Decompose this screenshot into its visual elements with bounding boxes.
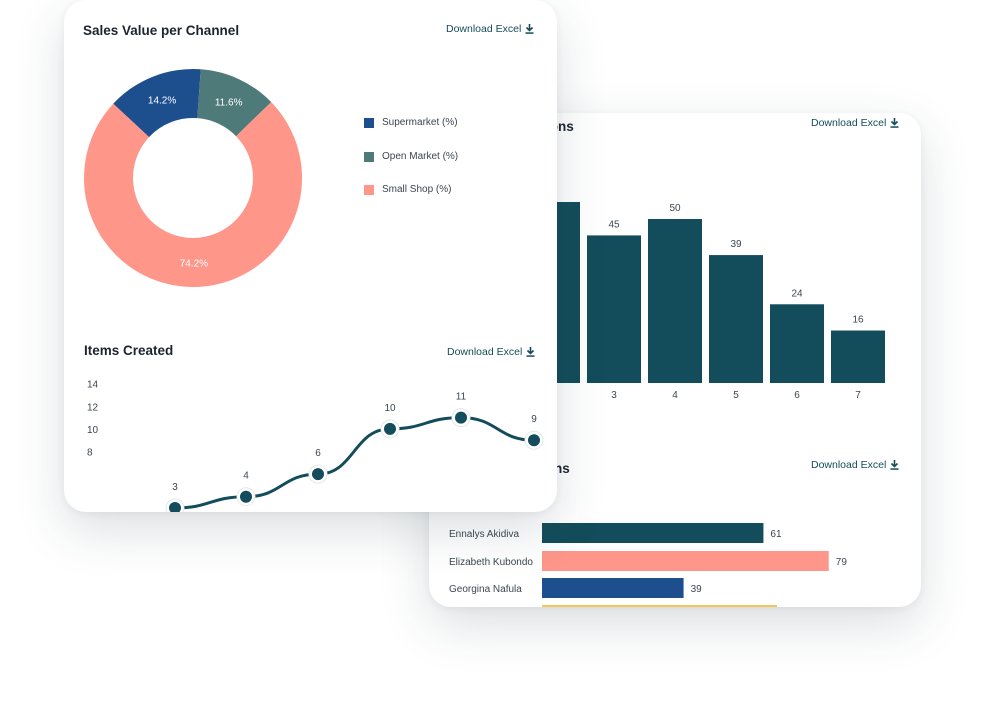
bar-7 [831, 330, 885, 383]
hbar-category-label: Elizabeth Kubondo [449, 557, 533, 568]
legend-item-open-market: Open Market (%) [364, 151, 458, 162]
bar-category-label: 5 [733, 390, 739, 401]
download-excel-link-horizontal-chart[interactable]: Download Excel [811, 459, 899, 471]
bar-5 [709, 255, 763, 383]
y-tick-label: 10 [87, 425, 99, 436]
line-point [169, 502, 181, 512]
bar-value-label: 39 [730, 239, 742, 250]
items-created-line [174, 416, 535, 510]
download-excel-label: Download Excel [447, 346, 523, 358]
y-tick-label: 8 [87, 448, 93, 459]
donut-slice-0 [113, 68, 201, 138]
download-excel-link-items[interactable]: Download Excel [447, 346, 535, 358]
donut-value-label-0: 14.2% [148, 95, 176, 106]
bar-category-label: 7 [855, 390, 861, 401]
donut-slice-2 [83, 102, 302, 288]
line-point [528, 434, 540, 447]
sales-value-title: Sales Value per Channel [83, 23, 240, 38]
y-tick-label: 12 [87, 402, 99, 413]
legend-swatch-open-market [364, 151, 374, 162]
download-icon [525, 24, 534, 34]
download-excel-label: Download Excel [446, 23, 522, 35]
line-point-label: 11 [456, 392, 467, 403]
donut-slice-1 [197, 69, 272, 137]
bar-category-label: 3 [611, 390, 617, 401]
hbar-value-label: 79 [836, 557, 848, 568]
bar-3 [587, 235, 641, 383]
bar-value-label: 45 [608, 219, 620, 230]
download-excel-link-sales[interactable]: Download Excel [446, 23, 534, 35]
hbar-2 [542, 578, 684, 598]
line-point [384, 422, 396, 435]
legend-swatch-small-shop [364, 184, 374, 195]
horizontal-bar-chart: Ennalys Akidiva 61 Elizabeth Kubondo 79 Geor… [449, 523, 848, 607]
back-card: ions Download Excel 45 3 50 4 39 5 24 6 16 7 ns D… [429, 113, 921, 607]
legend-label-open-market: Open Market (%) [382, 151, 459, 162]
bar-4 [648, 219, 702, 383]
legend-item-supermarket: Supermarket (%) [364, 117, 458, 128]
hbar-value-label: 39 [691, 584, 703, 595]
download-icon [890, 460, 899, 470]
line-point-label: 9 [531, 414, 537, 425]
hbar-1 [542, 551, 829, 571]
hbar-category-label: Ennalys Akidiva [449, 529, 519, 540]
hbar-0 [542, 523, 764, 543]
line-point [312, 468, 324, 481]
hbar-partial-next [542, 605, 777, 607]
bar-6 [770, 304, 824, 383]
items-created-title: Items Created [84, 343, 174, 358]
label-clip-mask [535, 543, 542, 573]
line-point [455, 411, 467, 424]
y-tick-label: 14 [87, 380, 99, 391]
bar-value-label: 24 [791, 288, 803, 299]
horizontal-chart-title-fragment: ns [554, 461, 570, 476]
legend-item-small-shop: Small Shop (%) [364, 184, 451, 195]
download-excel-label: Download Excel [811, 459, 887, 471]
line-point [240, 490, 252, 503]
bar-value-label: 50 [669, 203, 681, 214]
bar-category-label: 6 [794, 390, 800, 401]
donut-chart: 14.2% 11.6% 74.2% [83, 68, 302, 288]
bar-value-label: 16 [852, 315, 864, 326]
line-point-label: 4 [243, 471, 249, 482]
download-icon [526, 347, 535, 357]
line-point-label: 3 [172, 482, 178, 493]
donut-value-label-1: 11.6% [215, 97, 243, 108]
line-point-label: 6 [315, 448, 321, 459]
donut-value-label-2: 74.2% [180, 258, 208, 269]
hbar-value-label: 61 [770, 529, 782, 540]
download-excel-link-bar-chart[interactable]: Download Excel [811, 117, 899, 129]
front-card: Sales Value per Channel Download Excel 1… [64, 0, 557, 512]
legend-label-supermarket: Supermarket (%) [382, 117, 458, 128]
line-point-label: 10 [384, 403, 396, 414]
legend-label-small-shop: Small Shop (%) [382, 184, 452, 195]
line-chart: 8 10 12 14 3 4 6 10 11 9 [87, 380, 544, 512]
download-excel-label: Download Excel [811, 117, 887, 129]
hbar-category-label: Georgina Nafula [449, 584, 522, 595]
bar-category-label: 4 [672, 390, 678, 401]
legend-swatch-supermarket [364, 117, 374, 128]
download-icon [890, 118, 899, 128]
